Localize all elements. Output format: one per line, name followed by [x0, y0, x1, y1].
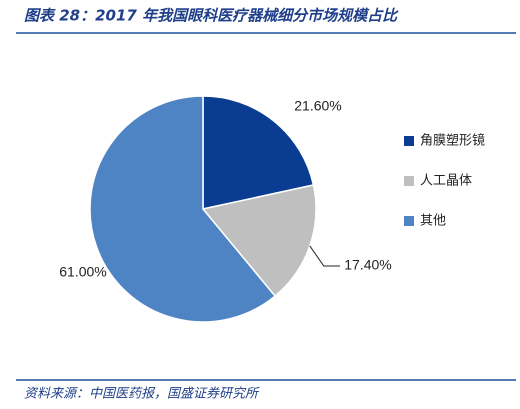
pie-slice — [202, 95, 315, 210]
legend-swatch — [404, 176, 414, 186]
data-label: 61.00% — [59, 264, 106, 280]
legend-label: 角膜塑形镜 — [420, 134, 485, 149]
data-label: 21.60% — [294, 98, 341, 114]
leader-line — [309, 245, 340, 267]
chart-title: 图表 28：2017 年我国眼科医疗器械细分市场规模占比 — [24, 7, 399, 25]
source: 资料来源：中国医药报，国盛证券研究所 — [24, 386, 260, 402]
legend-swatch — [404, 136, 414, 146]
data-label: 17.40% — [344, 257, 391, 273]
pie-slice — [89, 95, 277, 323]
legend-label: 其他 — [420, 214, 446, 229]
legend-swatch — [404, 216, 414, 226]
pie-slice — [201, 184, 317, 298]
legend-label: 人工晶体 — [420, 174, 472, 189]
